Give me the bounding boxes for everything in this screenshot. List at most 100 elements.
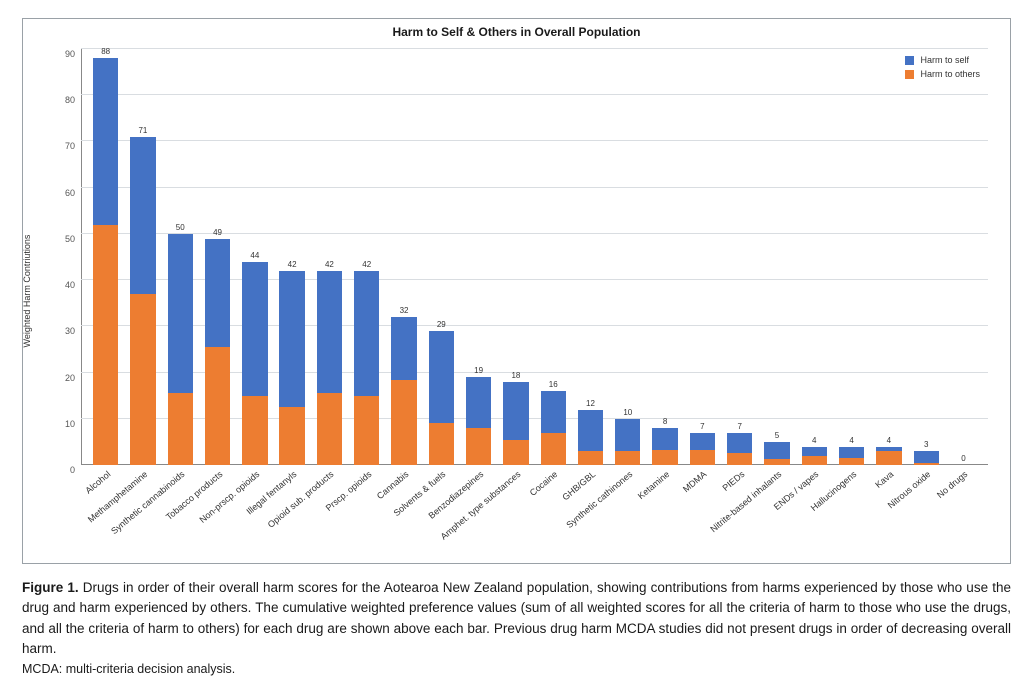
bar-segment [839,458,864,465]
bar-segment [652,428,677,450]
x-label-slot: Nitrous oxide [908,465,945,563]
x-label-slot: Prscp. opioids [348,465,385,563]
x-axis-category-label: Alcohol [83,469,112,496]
bar-segment [242,396,267,465]
bar-slot: 42 [348,49,385,465]
bar-segment [541,433,566,465]
bar-slot: 4 [833,49,870,465]
bar-total-label: 50 [176,223,185,232]
bar-slot: 49 [199,49,236,465]
x-label-slot: Synthetic cathinones [609,465,646,563]
bar-slot: 19 [460,49,497,465]
bar-slot: 44 [236,49,273,465]
bar-total-label: 7 [737,422,741,431]
figure-caption-text: Drugs in order of their overall harm sco… [22,580,1011,656]
x-axis-category-label: MDMA [681,469,708,494]
bar-segment [391,317,416,379]
bar-slot: 7 [721,49,758,465]
bar-slot: 0 [945,49,982,465]
bar-segment [615,419,640,451]
bar-total-label: 8 [663,417,667,426]
plot-area: 0102030405060708090 88715049444242423229… [81,49,988,465]
bar-segment [839,447,864,459]
bar-segment [93,58,118,224]
bar-total-label: 3 [924,440,928,449]
x-label-slot: Cocaine [535,465,572,563]
bar-segment [690,433,715,451]
bar-segment [503,382,528,440]
bar-total-label: 4 [812,436,816,445]
bar-segment [317,271,342,393]
bar-segment [130,294,155,465]
page-root: Harm to Self & Others in Overall Populat… [0,0,1033,689]
x-label-slot: ENDs / vapes [796,465,833,563]
bars-container: 887150494442424232291918161210877544430 [81,49,988,465]
bar-segment [317,393,342,465]
bar-total-label: 19 [474,366,483,375]
bar-slot: 18 [497,49,534,465]
x-label-slot: Hallucinogens [833,465,870,563]
x-label-slot: Non-prscp. opioids [236,465,273,563]
x-label-slot: Kava [870,465,907,563]
x-axis-category-label: PIEDs [720,469,746,493]
bar-segment [914,451,939,463]
x-label-slot: No drugs [945,465,982,563]
x-axis-labels: AlcoholMethamphetamineSynthetic cannabin… [81,465,988,563]
bar-total-label: 10 [623,408,632,417]
bar-total-label: 71 [138,126,147,135]
chart-title: Harm to Self & Others in Overall Populat… [23,25,1010,39]
bar-slot: 88 [87,49,124,465]
bar-total-label: 32 [400,306,409,315]
bar-segment [802,447,827,456]
bar-total-label: 44 [250,251,259,260]
bar-total-label: 18 [511,371,520,380]
bar-slot: 42 [273,49,310,465]
bar-total-label: 16 [549,380,558,389]
bar-segment [727,453,752,465]
bar-segment [541,391,566,433]
bar-slot: 42 [311,49,348,465]
figure-label: Figure 1. [22,580,79,595]
bar-total-label: 4 [849,436,853,445]
bar-total-label: 29 [437,320,446,329]
x-label-slot: Nitrite-based inhalants [758,465,795,563]
bar-segment [466,377,491,428]
bar-segment [764,442,789,459]
bar-segment [205,239,230,348]
bar-slot: 16 [535,49,572,465]
bar-slot: 8 [646,49,683,465]
bar-segment [93,225,118,465]
bar-total-label: 4 [887,436,891,445]
x-axis-category-label: Kava [873,469,895,490]
bar-slot: 32 [385,49,422,465]
bar-segment [503,440,528,465]
bar-total-label: 42 [325,260,334,269]
bar-slot: 4 [796,49,833,465]
bar-total-label: 0 [961,454,965,463]
bar-segment [615,451,640,465]
bar-total-label: 7 [700,422,704,431]
chart-frame: Harm to Self & Others in Overall Populat… [22,18,1011,564]
bar-total-label: 42 [362,260,371,269]
bar-slot: 71 [124,49,161,465]
bar-segment [578,410,603,452]
bar-total-label: 12 [586,399,595,408]
bar-segment [130,137,155,294]
bar-segment [690,450,715,465]
bar-total-label: 49 [213,228,222,237]
bar-slot: 3 [908,49,945,465]
bar-segment [876,451,901,465]
bar-total-label: 88 [101,47,110,56]
bar-segment [802,456,827,465]
bar-segment [466,428,491,465]
x-label-slot: MDMA [684,465,721,563]
bar-slot: 4 [870,49,907,465]
bar-total-label: 42 [288,260,297,269]
bar-segment [168,393,193,465]
bar-slot: 10 [609,49,646,465]
y-axis-title: Weighted Harm Contriutions [22,235,32,348]
bar-slot: 29 [423,49,460,465]
x-label-slot: Amphet. type substances [497,465,534,563]
bar-segment [652,450,677,465]
bar-segment [279,407,304,465]
